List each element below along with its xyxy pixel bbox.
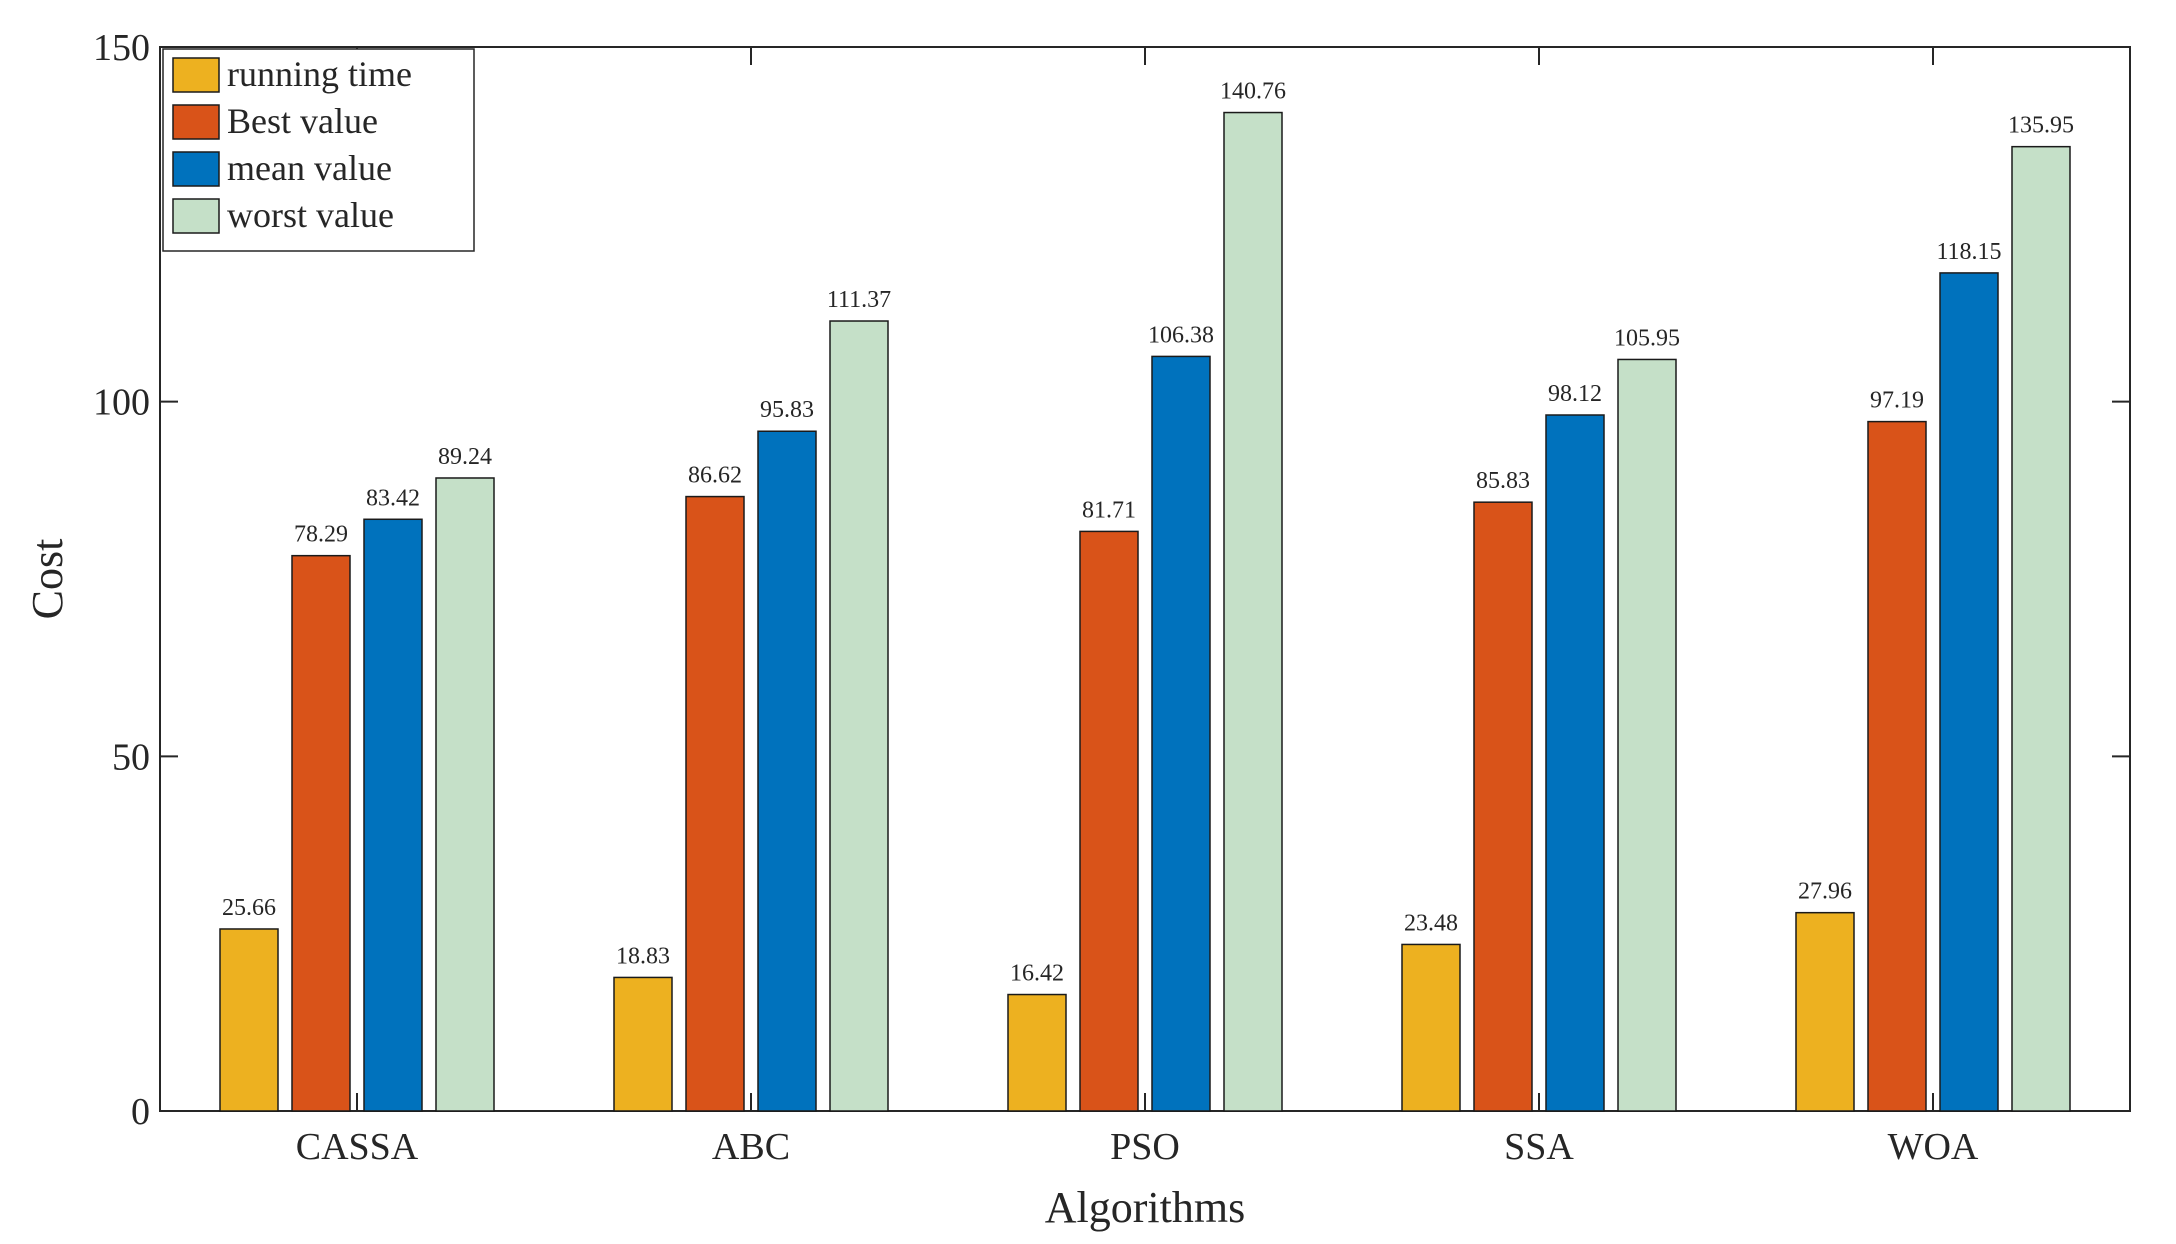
bar-worst-value [2011,145,2071,1112]
y-axis-ticks: 0 50 100 150 [93,27,2130,1133]
data-label: 118.15 [1936,239,2001,265]
data-label: 23.48 [1404,910,1458,936]
data-label: 97.19 [1870,388,1924,414]
data-label: 25.66 [222,895,276,921]
y-tick-label: 0 [131,1091,150,1133]
legend-label: mean value [227,148,392,188]
y-tick-label: 100 [93,382,150,424]
y-axis-title: Cost [23,539,72,620]
x-tick-label: WOA [1888,1126,1979,1168]
legend-swatch [172,104,220,140]
bar-worst-value [1223,111,1283,1112]
data-label: 98.12 [1548,381,1602,407]
data-label: 111.37 [827,287,891,313]
bar-worst-value [829,320,889,1112]
data-label: 95.83 [760,397,814,423]
bar-worst-value [1617,358,1677,1112]
data-label: 78.29 [294,522,348,548]
bar-best-value [291,554,351,1112]
x-tick-label: CASSA [296,1126,419,1168]
data-label: 135.95 [2008,113,2074,139]
bar-mean-value [1545,414,1605,1112]
bar-running-time [1795,911,1855,1112]
bar-running-time [613,976,673,1112]
legend-swatch [172,151,220,187]
bar-mean-value [757,430,817,1112]
bar-running-time [219,928,279,1112]
x-tick-label: PSO [1110,1126,1180,1168]
y-tick-label: 50 [112,736,150,778]
bar-best-value [685,495,745,1112]
bar-best-value [1867,420,1927,1112]
data-label: 18.83 [616,943,670,969]
x-axis-title: Algorithms [1045,1183,1245,1232]
y-tick-label: 150 [93,27,150,69]
bar-mean-value [1151,355,1211,1112]
bar-worst-value [435,477,495,1112]
data-label: 86.62 [688,463,742,489]
legend-label: running time [227,54,412,94]
data-label: 140.76 [1220,79,1286,105]
value-labels: 25.66 18.83 16.42 23.48 27.96 78.29 86.62 81.71… [222,79,2074,987]
data-label: 106.38 [1148,322,1214,348]
data-label: 83.42 [366,485,420,511]
legend-swatch [172,198,220,234]
bar-best-value [1079,530,1139,1112]
bar-best-value [1473,501,1533,1112]
bar-mean-value [363,518,423,1112]
data-label: 85.83 [1476,468,1530,494]
x-tick-label: ABC [712,1126,790,1168]
x-tick-label: SSA [1504,1126,1574,1168]
legend-label: Best value [227,101,378,141]
bar-mean-value [1939,272,1999,1112]
data-label: 105.95 [1614,325,1680,351]
data-label: 81.71 [1082,497,1136,523]
x-axis-ticks: CASSA ABC PSO SSA WOA [296,47,1979,1168]
data-label: 16.42 [1010,961,1064,987]
legend-label: worst value [227,195,394,235]
bar-running-time [1007,993,1067,1112]
data-label: 27.96 [1798,879,1852,905]
data-label: 89.24 [438,444,492,470]
legend-swatch [172,57,220,93]
legend: running time Best value mean value worst va… [162,48,475,252]
bar-group [219,111,2071,1112]
bar-running-time [1401,943,1461,1112]
